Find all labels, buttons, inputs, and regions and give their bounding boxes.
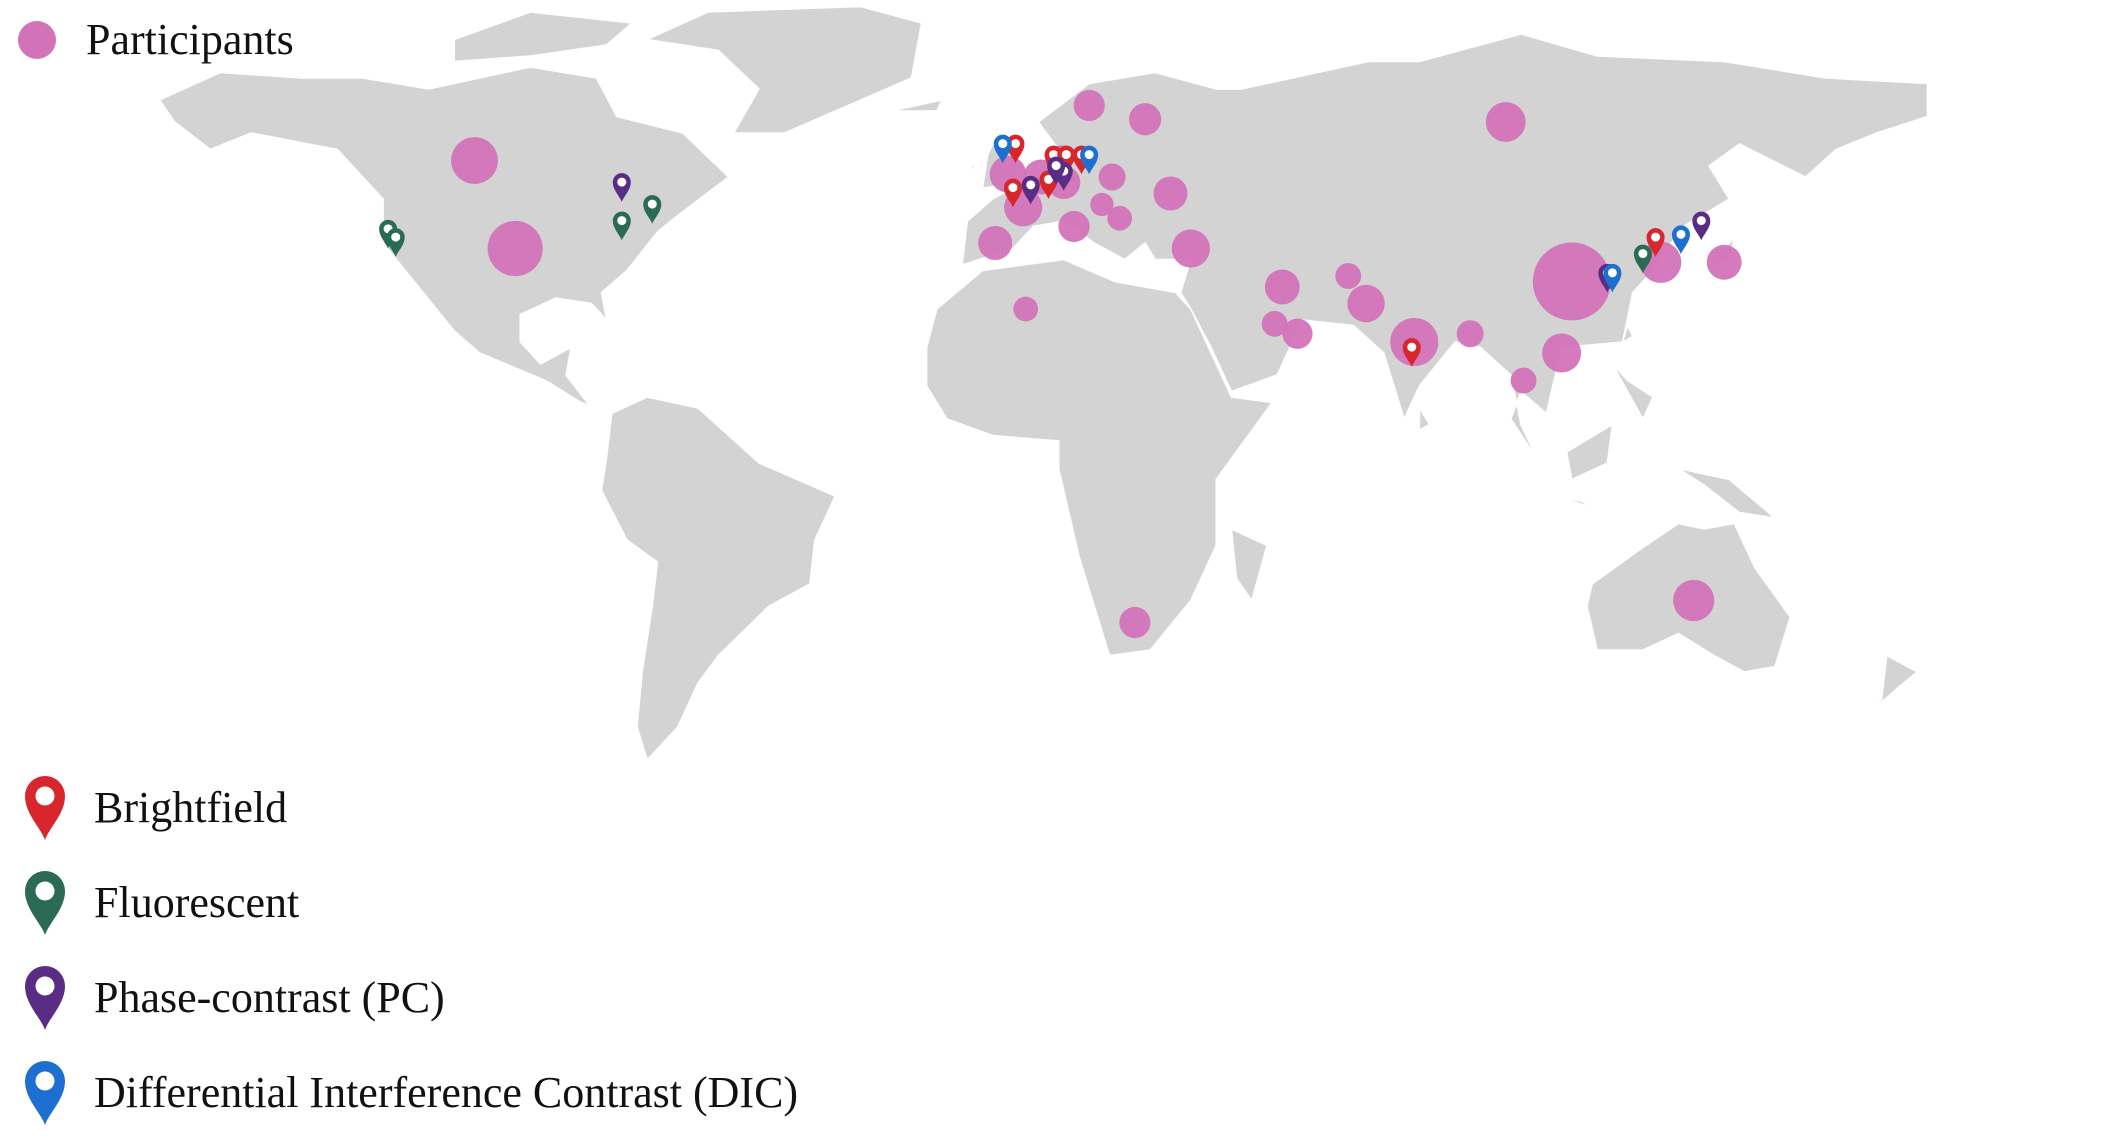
map-pin-icon	[1671, 225, 1690, 255]
participant-circle	[1058, 210, 1090, 243]
microscopy-markers	[379, 134, 1711, 367]
map-pin-icon	[1080, 145, 1099, 175]
landmass-0	[158, 66, 730, 415]
map-pin-icon	[612, 173, 631, 202]
participant-circle	[1673, 579, 1715, 622]
landmass-5	[961, 33, 1929, 458]
landmass-17	[1621, 323, 1634, 344]
landmass-4	[925, 258, 1274, 657]
map-pin-icon	[386, 228, 405, 257]
participant-circle	[1128, 103, 1162, 136]
map-pin-icon	[1633, 244, 1652, 274]
participant-circle	[1532, 242, 1611, 321]
landmass-14	[1565, 423, 1614, 481]
landmass-19	[1418, 405, 1431, 432]
participant-circle	[978, 226, 1013, 260]
participant-circle	[1073, 89, 1105, 122]
map-pin-icon	[1603, 263, 1622, 293]
landmass-8	[890, 98, 944, 112]
map-pin-icon	[1057, 145, 1076, 175]
landmass-1	[453, 11, 634, 63]
map-pin-icon	[1646, 228, 1665, 257]
legend-item-brightfield: Brightfield	[22, 760, 798, 855]
map-pin-icon	[1402, 338, 1421, 367]
landmass-7	[961, 159, 983, 178]
landmass-13	[1551, 495, 1593, 508]
participant-circle	[1456, 320, 1484, 348]
participants-legend: Participants	[18, 14, 294, 65]
legend-item-dic: Differential Interference Contrast (DIC)	[22, 1045, 798, 1140]
world-landmass	[158, 5, 1929, 762]
map-pin-icon	[612, 211, 631, 241]
participants-legend-dot	[18, 20, 56, 59]
participant-circle	[451, 137, 498, 184]
participant-circle	[1090, 192, 1114, 217]
landmass-16	[1230, 527, 1268, 603]
phase-contrast-pin-icon	[25, 965, 65, 1030]
participant-circle	[1542, 333, 1582, 373]
participant-circle	[1098, 163, 1126, 191]
map-pin-icon	[1047, 156, 1066, 186]
map-pin-icon	[1692, 211, 1711, 241]
legend-item-phase-contrast: Phase-contrast (PC)	[22, 950, 798, 1045]
landmass-18	[1611, 363, 1655, 421]
landmass-15	[1678, 467, 1778, 520]
participant-circle	[1264, 269, 1300, 305]
participant-circle	[1171, 229, 1210, 268]
legend-label-fluorescent: Fluorescent	[94, 878, 300, 927]
map-pin-icon	[643, 195, 662, 224]
fluorescent-pin-icon	[25, 870, 65, 935]
marker-legend: Brightfield Fluorescent Phase-contrast (…	[22, 760, 798, 1140]
participant-circle	[1119, 606, 1151, 639]
legend-label-dic: Differential Interference Contrast (DIC)	[94, 1068, 799, 1117]
landmass-11	[1865, 654, 1919, 717]
legend-label-phase-contrast: Phase-contrast (PC)	[94, 973, 445, 1022]
participant-circle	[1107, 205, 1133, 231]
participant-circle	[1013, 296, 1039, 322]
landmass-3	[600, 396, 837, 762]
participant-circle	[1347, 284, 1385, 323]
landmass-2	[644, 5, 923, 134]
map-pin-icon	[1003, 178, 1022, 208]
participant-circle	[1510, 367, 1537, 394]
participant-circle	[1485, 102, 1526, 142]
landmass-12	[1495, 435, 1547, 497]
participant-circle	[1706, 244, 1742, 280]
participant-circle	[487, 220, 543, 277]
map-pin-icon	[1021, 175, 1040, 205]
legend-label-brightfield: Brightfield	[94, 783, 288, 832]
participants-legend-label: Participants	[86, 15, 294, 64]
map-pin-icon	[993, 134, 1012, 164]
participant-circle	[1282, 318, 1313, 349]
brightfield-pin-icon	[25, 775, 65, 840]
legend-item-fluorescent: Fluorescent	[22, 855, 798, 950]
participant-circle	[1261, 310, 1288, 337]
participant-circle	[1153, 176, 1188, 211]
dic-pin-icon	[25, 1060, 65, 1125]
participant-circle	[1335, 263, 1362, 289]
